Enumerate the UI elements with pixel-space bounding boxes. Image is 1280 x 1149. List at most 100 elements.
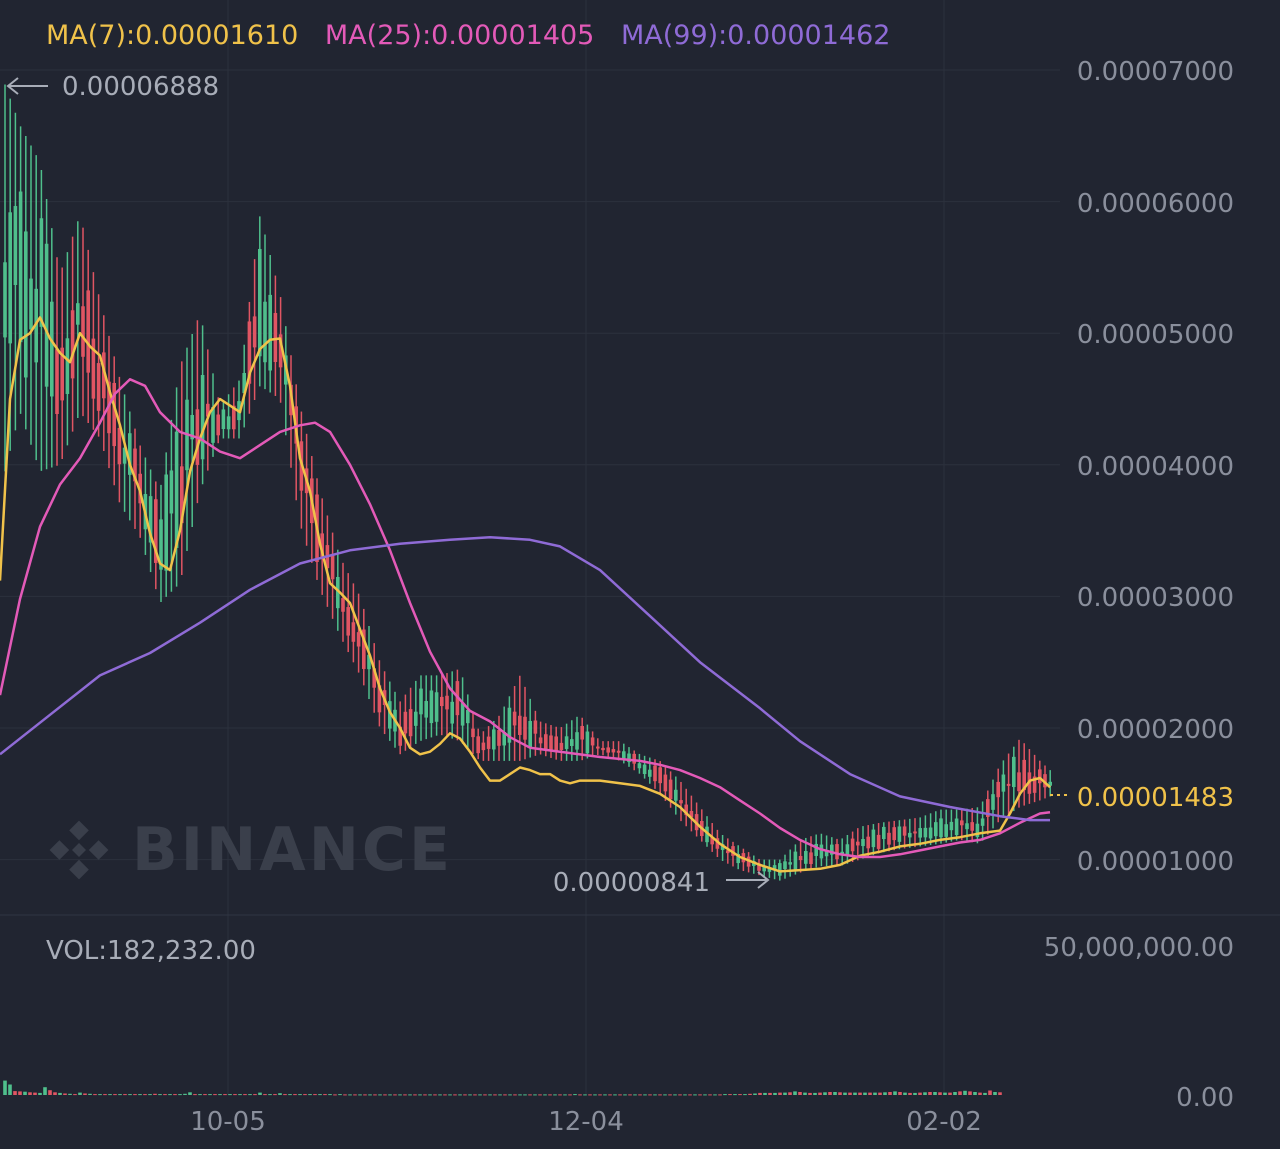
volume-bar bbox=[548, 1094, 552, 1096]
candle-body bbox=[596, 746, 600, 749]
legend-ma7: MA(7):0.00001610 bbox=[46, 20, 299, 51]
volume-bar bbox=[78, 1092, 82, 1095]
candle-body bbox=[362, 629, 366, 669]
volume-bar bbox=[353, 1094, 357, 1096]
candle-body bbox=[528, 720, 532, 748]
candle-body bbox=[897, 826, 902, 842]
candle-body bbox=[466, 709, 470, 724]
volume-bar bbox=[923, 1092, 927, 1095]
volume-bar bbox=[133, 1094, 137, 1096]
volume-bar bbox=[198, 1094, 202, 1096]
candle-body bbox=[689, 810, 694, 818]
volume-bar bbox=[543, 1094, 547, 1096]
volume-bar bbox=[623, 1094, 627, 1096]
candle-body bbox=[918, 828, 922, 838]
volume-bar bbox=[658, 1094, 662, 1096]
volume-bar bbox=[998, 1092, 1002, 1095]
volume-bar bbox=[143, 1094, 147, 1096]
volume-bar bbox=[363, 1094, 367, 1096]
y-tick-label: 0.00007000 bbox=[1077, 57, 1234, 87]
candle-body bbox=[8, 212, 12, 344]
volume-bar bbox=[508, 1094, 512, 1096]
volume-bar bbox=[838, 1092, 842, 1095]
moving-average-lines bbox=[0, 316, 1051, 873]
volume-bar bbox=[898, 1092, 902, 1095]
volume-bar bbox=[403, 1094, 407, 1096]
volume-bar bbox=[88, 1093, 92, 1095]
volume-bar bbox=[368, 1094, 372, 1096]
volume-bar bbox=[118, 1094, 122, 1096]
volume-bar bbox=[738, 1094, 742, 1096]
volume-bar bbox=[373, 1094, 377, 1096]
candle-body bbox=[3, 262, 7, 338]
ma-line-ma25 bbox=[0, 378, 1051, 859]
volume-bar bbox=[468, 1094, 472, 1096]
volume-bar bbox=[693, 1094, 697, 1096]
candle-body bbox=[949, 821, 954, 831]
volume-bar bbox=[553, 1094, 557, 1096]
candle-body bbox=[590, 737, 595, 746]
candle-body bbox=[133, 448, 137, 482]
candle-body bbox=[154, 499, 158, 563]
candle-body bbox=[1022, 759, 1026, 791]
volume-bar bbox=[383, 1094, 387, 1096]
candle-body bbox=[169, 470, 174, 514]
volume-bar bbox=[903, 1092, 907, 1095]
volume-bar bbox=[333, 1094, 337, 1096]
candle-body bbox=[570, 739, 574, 746]
candle-body bbox=[606, 747, 610, 753]
candle-body bbox=[13, 206, 18, 286]
candle-body bbox=[913, 831, 917, 834]
volume-bar bbox=[58, 1092, 62, 1095]
volume-bar bbox=[628, 1094, 632, 1096]
candle-body bbox=[778, 863, 782, 876]
volume-bar bbox=[418, 1094, 422, 1096]
volume-bar bbox=[928, 1092, 932, 1095]
volume-bar bbox=[328, 1094, 332, 1096]
volume-bar bbox=[988, 1090, 992, 1095]
candle-body bbox=[902, 826, 907, 836]
volume-bar bbox=[423, 1094, 427, 1096]
volume-bar bbox=[238, 1094, 242, 1096]
volume-bar bbox=[958, 1091, 962, 1095]
volume-bar bbox=[488, 1094, 492, 1096]
candle-body bbox=[637, 763, 642, 769]
volume-bar bbox=[173, 1094, 177, 1096]
candle-body bbox=[341, 598, 345, 612]
candle-body bbox=[39, 218, 44, 327]
candle-body bbox=[388, 701, 392, 729]
volume-bar bbox=[593, 1094, 597, 1096]
volume-bar bbox=[433, 1094, 437, 1096]
volume-bar bbox=[188, 1092, 192, 1095]
volume-label: VOL:182,232.00 bbox=[46, 936, 256, 966]
volume-bar bbox=[48, 1090, 52, 1095]
candle-body bbox=[330, 553, 335, 580]
volume-bar bbox=[828, 1092, 832, 1095]
low-price-label: 0.00000841 bbox=[553, 868, 710, 898]
candle-body bbox=[481, 742, 486, 751]
candle-body bbox=[221, 409, 226, 430]
volume-bar bbox=[98, 1094, 102, 1096]
candle-body bbox=[29, 278, 33, 330]
candle-body bbox=[356, 632, 361, 647]
volume-bar bbox=[113, 1094, 117, 1096]
candle-body bbox=[419, 688, 423, 715]
candle-body bbox=[247, 321, 252, 384]
volume-bar bbox=[518, 1094, 522, 1096]
volume-bar bbox=[978, 1092, 982, 1095]
candle-body bbox=[954, 818, 959, 836]
candle-body bbox=[44, 243, 49, 387]
candle-body bbox=[554, 736, 558, 753]
volume-bar bbox=[213, 1094, 217, 1096]
candle-body bbox=[975, 823, 980, 838]
candle-body bbox=[336, 576, 340, 609]
volume-bar bbox=[583, 1094, 587, 1096]
volume-bar bbox=[23, 1091, 27, 1095]
volume-bar bbox=[388, 1094, 392, 1096]
volume-bar bbox=[793, 1091, 797, 1095]
volume-bar bbox=[268, 1094, 272, 1096]
candle-body bbox=[414, 711, 418, 726]
candle-body bbox=[856, 841, 860, 846]
candle-body bbox=[965, 823, 969, 830]
